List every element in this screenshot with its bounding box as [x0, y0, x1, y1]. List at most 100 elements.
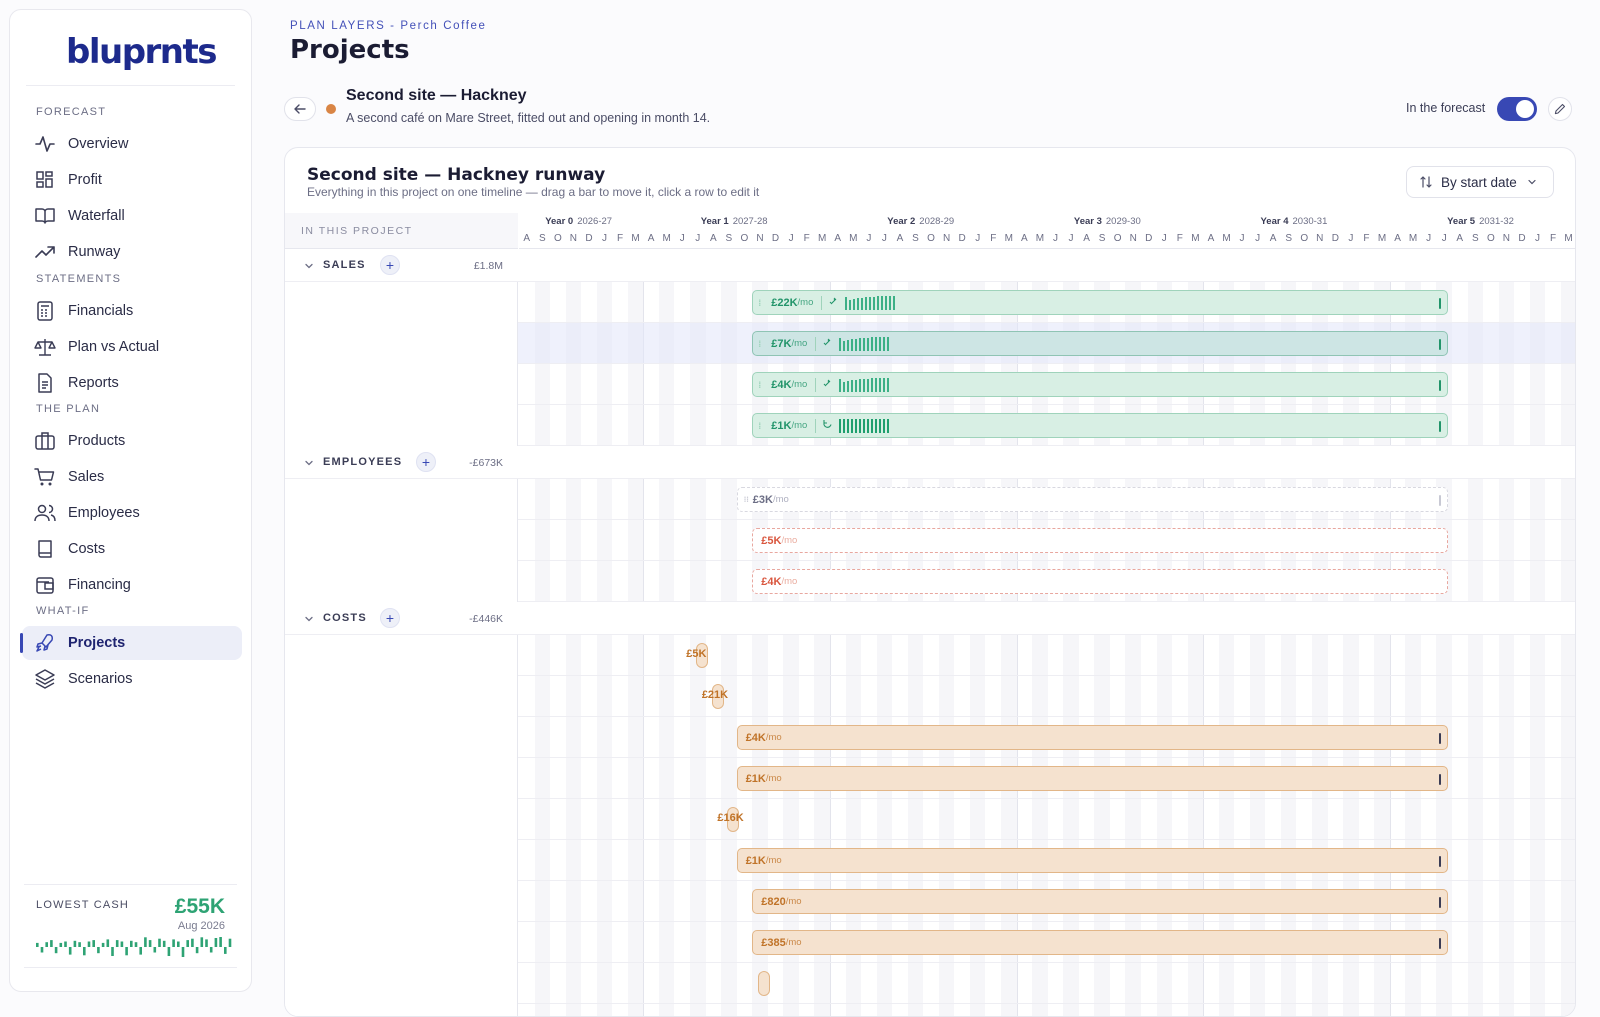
back-button[interactable]	[284, 97, 316, 121]
resize-handle[interactable]	[1439, 339, 1441, 350]
sidebar-item-overview[interactable]: Overview	[22, 127, 242, 161]
mini-bar	[859, 418, 862, 433]
mini-bar	[847, 418, 850, 433]
month-label: F	[616, 233, 624, 244]
resize-handle[interactable]	[1439, 421, 1441, 432]
app-logo[interactable]: bluprnts	[66, 32, 218, 72]
sidebar-item-reports[interactable]: Reports	[22, 366, 242, 400]
sidebar-item-products[interactable]: Products	[22, 424, 242, 458]
add-sales-button[interactable]: +	[380, 255, 400, 275]
marker-value: £21K	[701, 689, 729, 701]
growth-sparkle-icon	[816, 378, 833, 392]
add-costs-button[interactable]: +	[380, 608, 400, 628]
one-off-marker[interactable]	[758, 971, 771, 996]
cost-bar[interactable]: £385/mo	[752, 930, 1448, 955]
mini-bar	[847, 339, 850, 351]
sidebar-item-sales[interactable]: Sales	[22, 460, 242, 494]
sparkline-bar	[97, 947, 100, 954]
sidebar-item-financing[interactable]: Financing	[22, 568, 242, 602]
drag-handle-icon[interactable]: ⁝⁝	[743, 495, 749, 504]
year-range: 2030-31	[1292, 216, 1328, 227]
drag-handle-icon[interactable]: ⁞	[758, 338, 762, 349]
sidebar-item-projects[interactable]: Projects	[20, 626, 242, 660]
drag-handle-icon[interactable]: ⁞	[758, 379, 762, 390]
sparkline-bar	[228, 938, 232, 947]
month-label: O	[740, 233, 749, 244]
mini-bar	[843, 418, 846, 433]
resize-handle[interactable]	[1438, 856, 1441, 867]
add-employees-button[interactable]: +	[416, 452, 436, 472]
month-label: S	[725, 233, 733, 244]
sparkline-bar	[36, 942, 39, 947]
sparkline-bar	[101, 942, 105, 947]
sidebar-item-profit[interactable]: Profit	[22, 163, 242, 197]
bar-value: £1K	[771, 419, 792, 432]
sidebar-item-costs[interactable]: Costs	[22, 532, 242, 566]
cost-bar[interactable]: £1K/mo	[736, 848, 1448, 873]
group-header-costs[interactable]: COSTS + -£446K	[285, 602, 519, 635]
month-label: J	[1441, 233, 1447, 244]
sidebar-item-plan-vs-actual[interactable]: Plan vs Actual	[22, 330, 242, 364]
sidebar-item-runway[interactable]: Runway	[22, 235, 242, 269]
resize-handle[interactable]	[1438, 733, 1441, 744]
sparkline-bar	[106, 939, 110, 947]
trending-up-icon	[34, 241, 56, 263]
drag-handle-icon[interactable]: ⁞	[758, 297, 762, 308]
salary-bar[interactable]: ⁝⁝ £3K/mo	[736, 487, 1448, 512]
nav-section-statements: STATEMENTS	[36, 273, 122, 285]
revenue-bar[interactable]: ⁞ £7K/mo	[752, 331, 1448, 356]
resize-handle[interactable]	[1439, 938, 1441, 949]
chevron-down-icon[interactable]	[303, 456, 315, 468]
resize-handle[interactable]	[1439, 897, 1441, 908]
sidebar-item-waterfall[interactable]: Waterfall	[22, 199, 242, 233]
revenue-bar[interactable]: ⁞ £1K/mo	[752, 413, 1448, 438]
mini-bar	[883, 418, 886, 433]
revenue-bar[interactable]: ⁞ £22K/mo	[752, 290, 1448, 315]
mini-bar	[847, 380, 850, 392]
year-label: Year 0 2026-27	[545, 216, 612, 227]
month-label: D	[585, 233, 593, 244]
salary-bar[interactable]: £5K/mo	[752, 528, 1448, 553]
resize-handle[interactable]	[1438, 774, 1441, 785]
sparkline-bar	[87, 941, 91, 947]
resize-handle[interactable]	[1439, 298, 1441, 309]
cost-bar[interactable]: £1K/mo	[736, 766, 1448, 791]
sidebar-item-label: Runway	[68, 244, 121, 260]
sparkline-bar	[158, 938, 161, 947]
drag-handle-icon[interactable]: ⁞	[758, 420, 762, 431]
bar-unit: /mo	[791, 338, 808, 349]
group-header-employees[interactable]: EMPLOYEES + -£673K	[285, 446, 519, 479]
month-label: F	[1363, 233, 1370, 244]
sort-dropdown[interactable]: By start date	[1406, 166, 1554, 198]
cost-bar[interactable]: £4K/mo	[736, 725, 1448, 750]
sidebar-item-employees[interactable]: Employees	[22, 496, 242, 530]
one-off-marker[interactable]	[711, 684, 724, 709]
mini-bar	[871, 418, 874, 433]
bar-unit: /mo	[765, 855, 782, 866]
month-label: D	[1331, 233, 1339, 244]
resize-handle[interactable]	[1438, 495, 1441, 506]
dashboard-icon	[34, 169, 56, 191]
resize-handle[interactable]	[1439, 380, 1441, 391]
year-label: Year 5 2031-32	[1447, 216, 1514, 227]
chevron-down-icon[interactable]	[303, 259, 315, 271]
month-label: J	[1161, 233, 1167, 244]
forecast-toggle[interactable]	[1497, 97, 1537, 121]
salary-bar[interactable]: £4K/mo	[752, 569, 1448, 594]
sidebar-item-label: Plan vs Actual	[68, 339, 160, 355]
edit-project-button[interactable]	[1548, 97, 1572, 121]
marker-value: £5K	[686, 648, 707, 660]
sidebar-item-scenarios[interactable]: Scenarios	[22, 662, 242, 696]
group-header-sales[interactable]: SALES + £1.8M	[285, 249, 519, 282]
cost-bar[interactable]: £820/mo	[752, 889, 1448, 914]
one-off-marker[interactable]	[696, 643, 709, 668]
mini-bar	[875, 336, 878, 351]
nav-section-the-plan: THE PLAN	[36, 403, 101, 415]
chevron-down-icon[interactable]	[303, 612, 315, 624]
sidebar-item-label: Financials	[68, 303, 134, 319]
one-off-marker[interactable]	[727, 807, 740, 832]
month-label: N	[1316, 233, 1324, 244]
year-name: Year 5	[1447, 216, 1476, 227]
sidebar-item-financials[interactable]: Financials	[22, 294, 242, 328]
revenue-bar[interactable]: ⁞ £4K/mo	[752, 372, 1448, 397]
